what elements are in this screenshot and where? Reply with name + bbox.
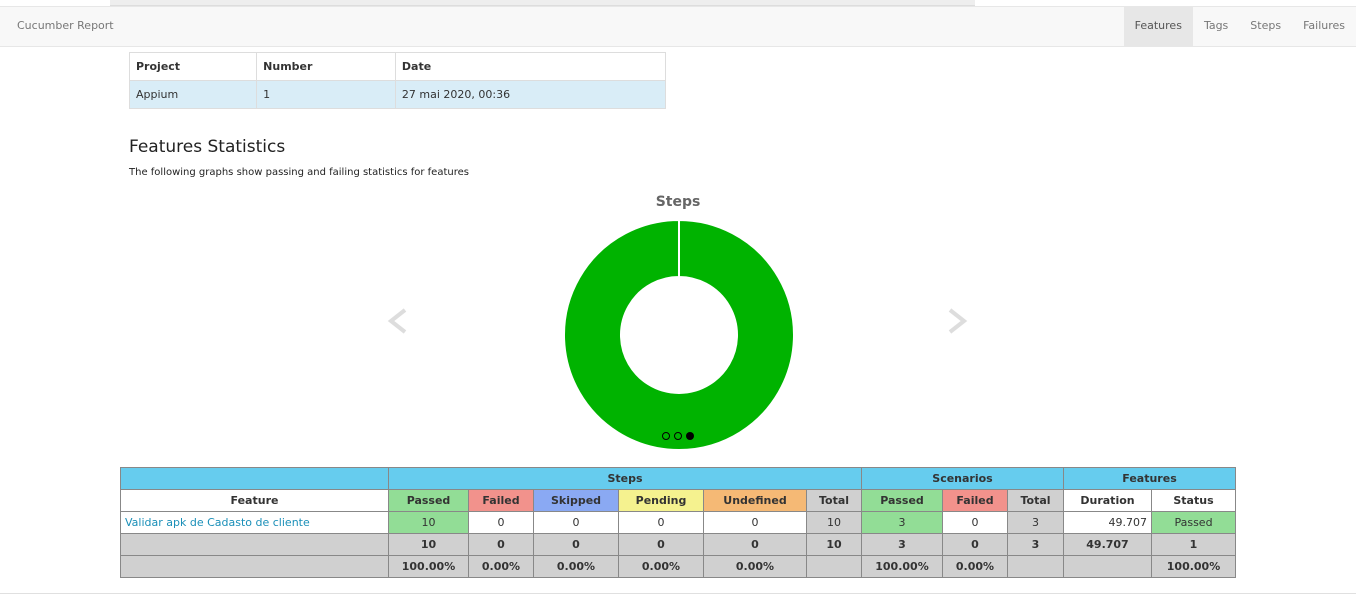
cell: 0	[533, 533, 619, 556]
cell: 0	[703, 533, 807, 556]
column-header: Failed	[468, 489, 534, 512]
header-cell: Number	[256, 52, 396, 81]
chart-title: Steps	[656, 194, 701, 210]
cell: 0	[533, 511, 619, 534]
browser-bar	[110, 0, 975, 6]
nav-item[interactable]: Steps	[1250, 19, 1282, 32]
cell	[1007, 555, 1064, 578]
column-header: Duration	[1063, 489, 1152, 512]
header-cell: Date	[394, 52, 667, 81]
cell: 0	[618, 533, 704, 556]
cell: 100.00%	[388, 555, 469, 578]
column-header: Total	[806, 489, 862, 512]
cell: 1	[256, 80, 396, 109]
cell: 0	[703, 511, 807, 534]
column-header-row: Feature Passed Failed Skipped Pending Undefin…	[120, 489, 1237, 512]
cell: 3	[861, 533, 943, 556]
column-header: Undefined	[703, 489, 807, 512]
group-header: Features	[1062, 467, 1237, 490]
features-table: Steps Scenarios Features Feature Passed Faile…	[120, 467, 1237, 578]
cell: 10	[388, 533, 469, 556]
column-header: Status	[1150, 489, 1237, 512]
cell: 0	[618, 511, 704, 534]
cell: Passed	[1150, 511, 1237, 534]
section-title: Features Statistics	[129, 137, 286, 157]
cell: 0.00%	[942, 555, 1008, 578]
header-cell: Project	[128, 52, 258, 81]
cell: 0.00%	[703, 555, 807, 578]
navbar: Cucumber Report Features Tags Steps Failure…	[0, 6, 1356, 47]
group-header-row: Steps Scenarios Features	[120, 467, 1237, 490]
cell: 0.00%	[533, 555, 619, 578]
cell: 49.707	[1063, 533, 1152, 556]
cell: 1	[1150, 533, 1237, 556]
cell: 10	[806, 511, 862, 534]
cell: 0.00%	[618, 555, 704, 578]
cell: 3	[1007, 533, 1064, 556]
carousel-dot[interactable]	[662, 432, 670, 440]
row: Appium 1 27 mai 2020, 00:36	[128, 80, 667, 109]
column-header: Total	[1007, 489, 1064, 512]
section-subtitle: The following graphs show passing and fa…	[129, 167, 469, 178]
carousel-dot[interactable]	[674, 432, 682, 440]
chart-carousel: Steps	[387, 194, 968, 451]
feature-row: Validar apk de Cadasto de cliente 10 0 0 0 0 1…	[120, 511, 1237, 534]
group-header: Scenarios	[861, 467, 1064, 490]
cell: 100.00%	[1150, 555, 1237, 578]
feature-link[interactable]: Validar apk de Cadasto de cliente	[120, 511, 389, 534]
cell	[806, 555, 862, 578]
cell	[120, 555, 389, 578]
column-header: Feature	[120, 489, 389, 512]
cell	[120, 467, 389, 490]
cell	[1063, 555, 1152, 578]
cell: 0	[468, 533, 534, 556]
cell: 27 mai 2020, 00:36	[394, 80, 667, 109]
cell: 49.707	[1063, 511, 1152, 534]
cell: 0	[468, 511, 534, 534]
carousel-dot[interactable]	[686, 432, 694, 440]
column-header: Passed	[861, 489, 943, 512]
cell: 10	[388, 511, 469, 534]
next-arrow[interactable]	[948, 308, 968, 334]
cell: 3	[1007, 511, 1064, 534]
info-table: Project Number Date Appium 1 27 mai 2020, 00:…	[128, 52, 667, 109]
cell: Appium	[128, 80, 258, 109]
brand[interactable]: Cucumber Report	[17, 19, 114, 32]
nav-item[interactable]: Features	[1123, 7, 1193, 46]
nav-item[interactable]: Tags	[1203, 19, 1229, 32]
cell: 100.00%	[861, 555, 943, 578]
cell: 10	[806, 533, 862, 556]
nav-item[interactable]: Failures	[1303, 19, 1345, 32]
cell	[120, 533, 389, 556]
column-header: Pending	[618, 489, 704, 512]
prev-arrow[interactable]	[387, 308, 407, 334]
footer-line	[0, 593, 1356, 594]
column-header: Failed	[942, 489, 1008, 512]
group-header: Steps	[388, 467, 862, 490]
cell: 3	[861, 511, 943, 534]
donut-segment	[563, 218, 795, 451]
column-header: Passed	[388, 489, 469, 512]
cell: 0	[942, 511, 1008, 534]
nav-items: Features Tags Steps Failures	[1123, 7, 1356, 46]
totals-row: 10 0 0 0 0 10 3 0 3 49.707 1	[120, 533, 1237, 556]
cell: 0	[942, 533, 1008, 556]
cell: 0.00%	[468, 555, 534, 578]
column-header: Skipped	[533, 489, 619, 512]
percentages-row: 100.00% 0.00% 0.00% 0.00% 0.00% 100.00% 0.00% 1…	[120, 555, 1237, 578]
